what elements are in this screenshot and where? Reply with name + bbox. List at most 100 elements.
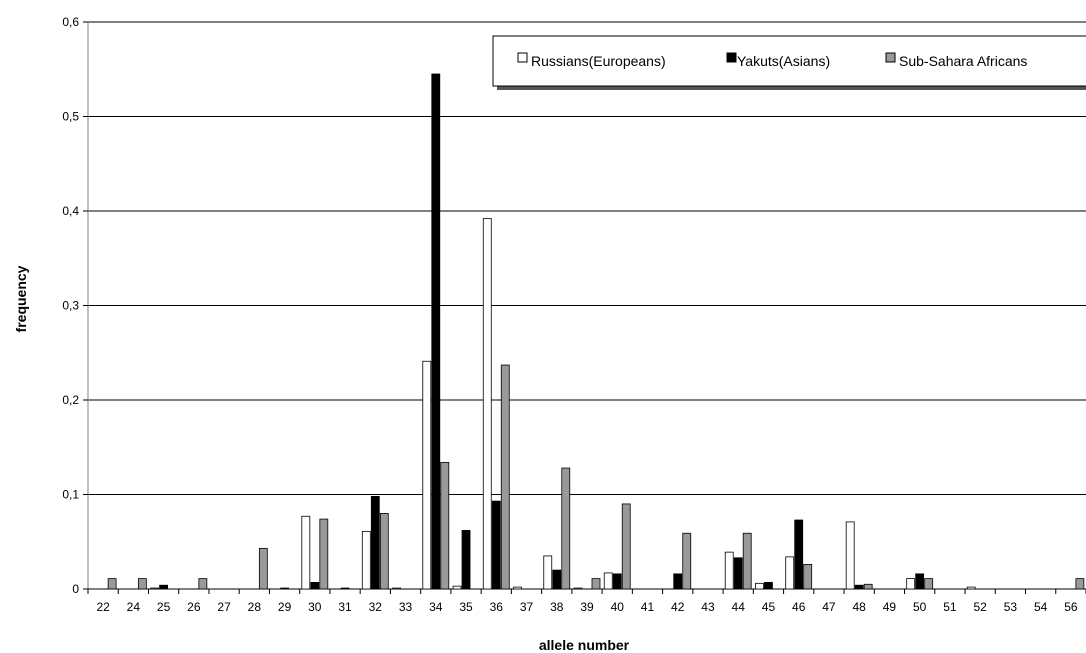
bar (803, 564, 813, 590)
bar (137, 578, 147, 590)
bar (621, 503, 631, 590)
bar (107, 578, 117, 590)
x-tick-label: 30 (308, 600, 322, 614)
y-axis-title: frequency (13, 265, 29, 332)
bar (906, 578, 916, 590)
x-tick-label: 48 (853, 600, 867, 614)
x-tick-label: 40 (611, 600, 625, 614)
bar (370, 495, 380, 590)
bar (915, 573, 925, 590)
y-tick-label: 0,4 (62, 204, 79, 218)
bar (755, 582, 764, 590)
bar (431, 73, 441, 590)
bar (854, 584, 864, 590)
bar (591, 578, 601, 590)
x-tick-label: 49 (883, 600, 897, 614)
legend-box (492, 35, 1086, 87)
bar (742, 532, 752, 590)
bar (612, 573, 622, 590)
x-tick-label: 43 (701, 600, 715, 614)
legend-swatch (517, 52, 528, 63)
x-tick-label: 24 (127, 600, 141, 614)
bar (573, 587, 583, 590)
bar (422, 360, 432, 590)
bar (340, 587, 350, 590)
y-tick-label: 0,3 (62, 299, 79, 313)
x-tick-label: 33 (399, 600, 413, 614)
x-tick-label: 47 (822, 600, 836, 614)
y-tick-label: 0,6 (62, 15, 79, 29)
bar (764, 581, 773, 590)
bar (733, 557, 743, 590)
x-tick-label: 37 (520, 600, 534, 614)
bar (924, 578, 934, 590)
bar (150, 587, 160, 590)
bar (513, 586, 522, 590)
bar (603, 572, 613, 590)
bar (966, 586, 976, 590)
bars (107, 73, 1085, 590)
y-tick-label: 0 (72, 582, 79, 596)
x-tick-label: 28 (248, 600, 262, 614)
gridlines (88, 21, 1086, 590)
x-tick-label: 51 (943, 600, 957, 614)
x-tick-label: 45 (762, 600, 776, 614)
x-tick-label: 54 (1034, 600, 1048, 614)
x-tick-label: 56 (1064, 600, 1078, 614)
bar (482, 218, 492, 590)
x-tick-label: 27 (217, 600, 231, 614)
bar (561, 467, 571, 590)
bar (724, 551, 734, 590)
bar (461, 530, 471, 590)
x-tick-label: 44 (732, 600, 746, 614)
x-tick-label: 25 (157, 600, 171, 614)
legend-label: Yakuts(Asians) (737, 53, 830, 69)
x-tick-label: 50 (913, 600, 927, 614)
bar (440, 461, 450, 590)
bar (301, 515, 311, 590)
y-tick-label: 0,2 (62, 393, 79, 407)
bar (491, 500, 501, 590)
x-tick-label: 31 (338, 600, 352, 614)
x-tick-label: 52 (973, 600, 987, 614)
x-tick-label: 29 (278, 600, 292, 614)
bar (1075, 578, 1085, 590)
bar (543, 555, 553, 590)
bar (258, 547, 268, 590)
x-axis-ticks: 22 24 25 26 27 28 29 30 31 32 33 34 35 36 37 38 39 40 41 42… (87, 589, 1086, 614)
bar (863, 583, 873, 590)
y-tick-label: 0,5 (62, 110, 79, 124)
legend-swatch (885, 52, 896, 63)
bar (310, 581, 320, 590)
x-tick-label: 36 (490, 600, 504, 614)
x-tick-label: 46 (792, 600, 806, 614)
x-tick-label: 39 (580, 600, 594, 614)
x-tick-label: 32 (369, 600, 383, 614)
bar (319, 518, 329, 590)
x-tick-label: 26 (187, 600, 201, 614)
bar (682, 532, 692, 590)
bar (845, 521, 855, 590)
y-axis-ticks: 0 0,1 0,2 0,3 0,4 0,5 0,6 (62, 15, 88, 596)
bar (785, 556, 795, 590)
bar (500, 364, 510, 590)
bar (361, 530, 371, 590)
legend: Russians(Europeans) Yakuts(Asians) Sub-Sah… (492, 35, 1086, 90)
bar (673, 573, 683, 590)
legend-swatch (726, 52, 737, 63)
x-axis-title: allele number (539, 637, 630, 653)
bar (794, 519, 804, 590)
bar (552, 569, 562, 590)
legend-label: Russians(Europeans) (531, 53, 666, 69)
x-tick-label: 53 (1004, 600, 1018, 614)
x-tick-label: 38 (550, 600, 564, 614)
legend-label: Sub-Sahara Africans (899, 53, 1027, 69)
bar (379, 513, 389, 590)
bar (280, 587, 289, 590)
x-tick-label: 22 (96, 600, 110, 614)
bar (198, 578, 208, 590)
bar (452, 585, 462, 590)
x-tick-label: 35 (459, 600, 473, 614)
